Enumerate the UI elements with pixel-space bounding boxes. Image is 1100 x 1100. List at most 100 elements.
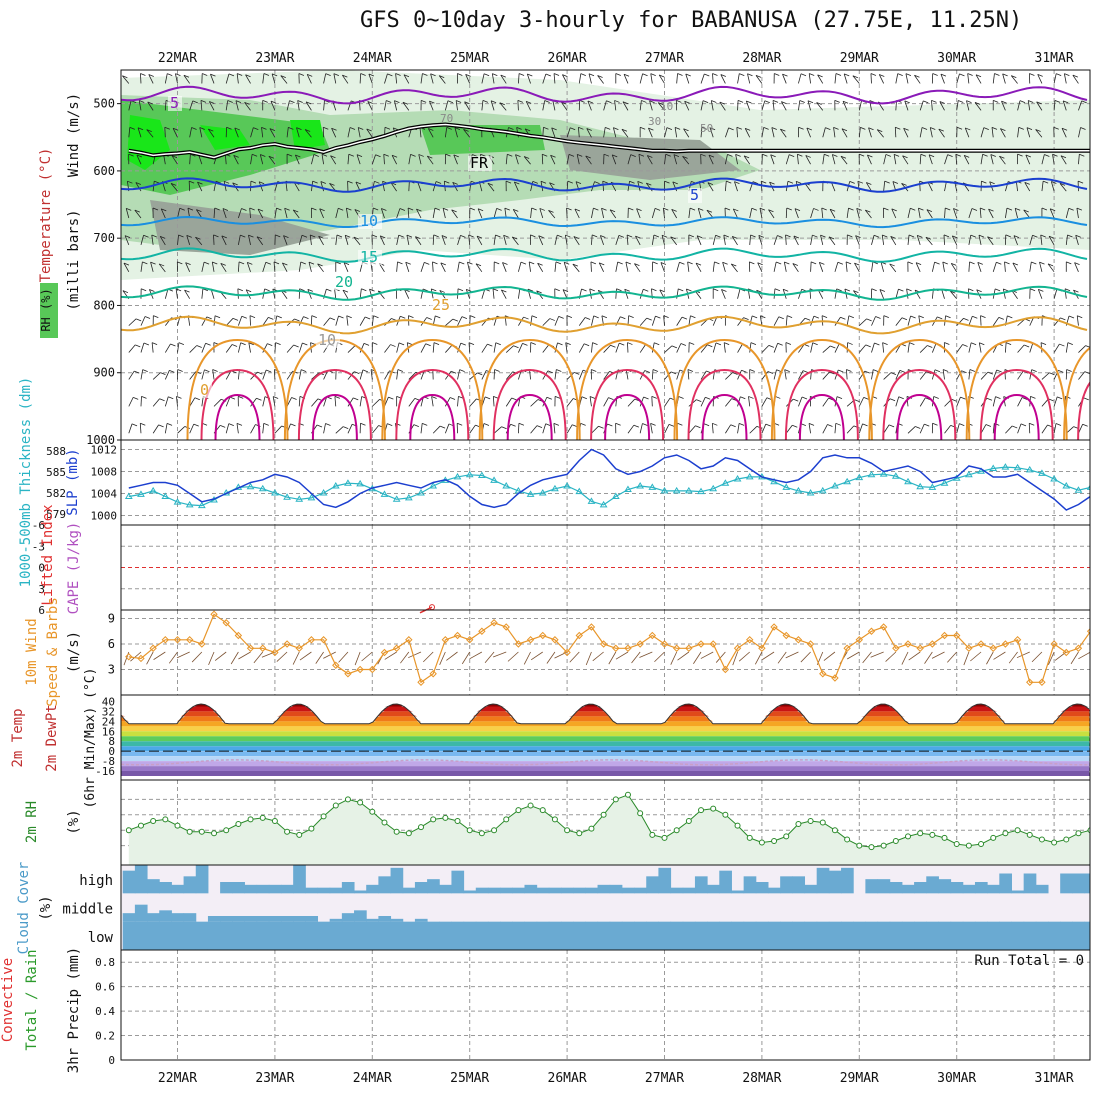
wind-barb-flag	[122, 290, 129, 294]
wind10-barb	[870, 651, 884, 658]
wind-barb	[684, 101, 690, 111]
wind-barb	[395, 73, 398, 84]
date-label-top: 22MAR	[158, 51, 197, 66]
wind-barb	[195, 236, 203, 246]
cloud-bar-high	[731, 890, 745, 894]
thickness-point	[1013, 463, 1022, 471]
wind-barb-flag	[464, 101, 470, 105]
wind-barb-flag	[588, 73, 595, 77]
cloud-bar-high	[816, 867, 830, 894]
wind-barb	[907, 208, 911, 219]
cloud-bar-high	[792, 876, 806, 894]
wind-barb	[237, 261, 240, 272]
wind-barb-flag	[196, 345, 202, 348]
wind-barb	[1053, 343, 1060, 353]
wind10-point	[490, 619, 498, 627]
wind-barb	[323, 73, 327, 84]
slp-axis-label: SLP (mb)	[65, 448, 81, 515]
wind-barb	[359, 316, 366, 326]
cloud-bar-high	[987, 884, 1000, 894]
wind-barb-flag	[784, 261, 790, 265]
wind-barb-flag	[866, 182, 872, 185]
wind-barb	[481, 100, 484, 111]
wind-barb-flag	[289, 100, 295, 104]
rh2m-point	[661, 834, 668, 841]
wind-barb-flag	[413, 424, 419, 427]
wind-barb-flag	[904, 100, 910, 104]
wind10-barb	[947, 651, 957, 663]
wind10-barb	[785, 651, 799, 659]
wind-barb	[502, 262, 507, 272]
wind10-point	[137, 654, 145, 663]
wind-barb	[720, 74, 726, 84]
wind-barb	[189, 371, 197, 380]
wind-barb-flag	[439, 290, 445, 293]
wind-barb	[298, 316, 304, 326]
wind-barb	[554, 316, 560, 326]
wind-barb	[518, 316, 524, 326]
rh2m-point	[746, 834, 753, 841]
wind-barb	[615, 343, 620, 353]
wind-barb-flag	[865, 209, 871, 213]
wind-barb	[662, 208, 665, 219]
wind-barb-flag	[191, 127, 197, 130]
pressure-tick-label: 500	[93, 97, 115, 111]
wind-barb-flag	[893, 153, 900, 157]
wind-barb	[737, 100, 739, 111]
thickness-point	[660, 486, 669, 494]
wind-barb	[919, 181, 921, 192]
temperature-contour-label: 0	[200, 381, 209, 399]
wind-barb	[931, 100, 933, 111]
wind-barb-flag	[663, 315, 669, 319]
wind-barb-flag	[673, 154, 680, 157]
wind-barb	[883, 424, 890, 434]
rh2m-point	[771, 837, 778, 844]
wind-barb-flag	[917, 234, 923, 238]
wind-barb-flag	[199, 127, 205, 130]
wind-barb-flag	[360, 422, 366, 426]
wind-barb-flag	[1041, 207, 1048, 211]
wind-barb	[979, 208, 982, 219]
wind-barb-flag	[1053, 126, 1059, 130]
wind-barb-flag	[295, 154, 301, 158]
cloud-bar-middle	[159, 910, 172, 922]
wind-barb	[273, 369, 276, 380]
wind-barb	[918, 208, 921, 219]
wind-barb-flag	[686, 288, 692, 292]
cloud-bar-high	[755, 882, 769, 894]
wind-barb	[941, 289, 945, 299]
wind-barb	[706, 209, 714, 219]
rh2m-point	[990, 834, 997, 841]
wind-barb-flag	[276, 315, 282, 319]
wind-barb	[505, 154, 508, 165]
precip-axis-label: 3hr Precip (mm)	[66, 947, 82, 1073]
wind10-point	[599, 640, 608, 648]
wind-barb-flag	[687, 369, 694, 372]
wind-barb-flag	[227, 100, 233, 103]
wind-barb	[235, 100, 239, 111]
wind-barb-flag	[865, 344, 871, 348]
wind-barb-flag	[212, 261, 218, 265]
cloud-bar-low	[354, 921, 367, 950]
cloud-bar-low	[1084, 921, 1090, 950]
wind10-point	[161, 636, 170, 644]
wind-barb	[671, 209, 678, 219]
wind-barb	[319, 208, 324, 219]
cloud-bar-low	[901, 921, 915, 950]
cloud-bar-low	[719, 921, 732, 950]
wind-barb-flag	[592, 342, 598, 345]
wind-barb-flag	[524, 128, 531, 132]
wind-barb	[335, 234, 338, 245]
rh2m-point	[978, 841, 985, 848]
wind-barb	[1017, 344, 1025, 353]
cloud-bar-low	[414, 921, 428, 950]
wind-barb	[624, 289, 629, 299]
wind-barb-flag	[371, 234, 378, 238]
wind-barb-flag	[253, 127, 259, 131]
wind-barb-flag	[564, 261, 570, 265]
wind10-point	[125, 653, 133, 661]
wind-barb	[1063, 73, 1067, 84]
wind-barb-flag	[153, 315, 159, 319]
wind-barb-flag	[590, 261, 597, 265]
wind-barb	[646, 155, 653, 165]
